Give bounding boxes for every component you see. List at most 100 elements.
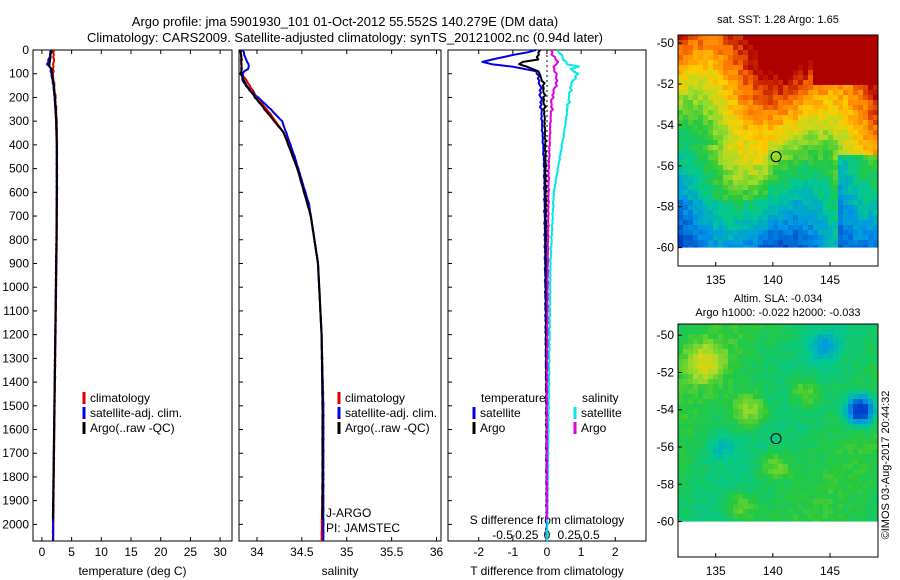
heatmap-cell xyxy=(753,100,758,105)
heatmap-cell xyxy=(858,389,863,394)
heatmap-cell xyxy=(853,75,858,80)
heatmap-cell xyxy=(703,65,708,70)
heatmap-cell xyxy=(678,469,683,474)
heatmap-cell xyxy=(828,509,833,514)
heatmap-cell xyxy=(758,499,763,504)
heatmap-cell xyxy=(733,499,738,504)
heatmap-cell xyxy=(848,200,853,205)
heatmap-cell xyxy=(843,210,848,215)
heatmap-cell xyxy=(813,479,818,484)
heatmap-cell xyxy=(838,469,843,474)
heatmap-cell xyxy=(848,135,853,140)
heatmap-cell xyxy=(873,459,878,464)
heatmap-cell xyxy=(838,45,843,50)
heatmap-cell xyxy=(793,379,798,384)
heatmap-cell xyxy=(853,429,858,434)
heatmap-cell xyxy=(763,394,768,399)
heatmap-cell xyxy=(763,220,768,225)
heatmap-cell xyxy=(713,180,718,185)
heatmap-cell xyxy=(693,489,698,494)
heatmap-cell xyxy=(698,444,703,449)
heatmap-cell xyxy=(753,240,758,245)
heatmap-cell xyxy=(758,165,763,170)
heatmap-cell xyxy=(823,175,828,180)
heatmap-cell xyxy=(723,210,728,215)
heatmap-cell xyxy=(738,369,743,374)
heatmap-cell xyxy=(763,175,768,180)
heatmap-cell xyxy=(773,439,778,444)
heatmap-cell xyxy=(678,85,683,90)
heatmap-cell xyxy=(873,474,878,479)
legend-header-salinity: salinity xyxy=(582,391,619,405)
heatmap-cell xyxy=(738,100,743,105)
heatmap-cell xyxy=(803,324,808,329)
heatmap-cell xyxy=(768,494,773,499)
heatmap-cell xyxy=(743,454,748,459)
heatmap-cell xyxy=(858,165,863,170)
heatmap-cell xyxy=(738,45,743,50)
heatmap-cell xyxy=(848,399,853,404)
heatmap-cell xyxy=(763,334,768,339)
y-tick-label: -50 xyxy=(657,36,675,50)
heatmap-cell xyxy=(788,110,793,115)
heatmap-cell xyxy=(748,240,753,245)
heatmap-cell xyxy=(708,200,713,205)
heatmap-cell xyxy=(843,240,848,245)
heatmap-cell xyxy=(868,100,873,105)
heatmap-cell xyxy=(773,175,778,180)
heatmap-cell xyxy=(703,519,708,522)
heatmap-cell xyxy=(728,210,733,215)
heatmap-cell xyxy=(848,90,853,95)
heatmap-cell xyxy=(783,359,788,364)
heatmap-cell xyxy=(823,100,828,105)
heatmap-cell xyxy=(708,429,713,434)
s-tick-label: 0.5 xyxy=(583,528,600,542)
heatmap-cell xyxy=(703,85,708,90)
heatmap-cell xyxy=(763,519,768,522)
heatmap-cell xyxy=(873,519,878,522)
heatmap-cell xyxy=(818,429,823,434)
heatmap-cell xyxy=(713,70,718,75)
heatmap-cell xyxy=(733,115,738,120)
heatmap-cell xyxy=(803,175,808,180)
temperature-profile-chart: 0 5 10 15 20 25 300100200300400500600700800900… xyxy=(2,43,233,578)
heatmap-cell xyxy=(688,150,693,155)
heatmap-cell xyxy=(683,374,688,379)
heatmap-cell xyxy=(743,65,748,70)
heatmap-cell xyxy=(748,419,753,424)
heatmap-cell xyxy=(753,170,758,175)
heatmap-cell xyxy=(858,40,863,45)
heatmap-cell xyxy=(728,414,733,419)
heatmap-cell xyxy=(683,75,688,80)
heatmap-cell xyxy=(833,509,838,514)
heatmap-cell xyxy=(728,349,733,354)
heatmap-cell xyxy=(783,145,788,150)
heatmap-cell xyxy=(793,55,798,60)
heatmap-cell xyxy=(678,120,683,125)
heatmap-cell xyxy=(863,344,868,349)
heatmap-cell xyxy=(803,115,808,120)
heatmap-cell xyxy=(678,439,683,444)
heatmap-cell xyxy=(838,235,843,240)
heatmap-cell xyxy=(763,474,768,479)
heatmap-cell xyxy=(688,195,693,200)
heatmap-cell xyxy=(693,60,698,65)
heatmap-cell xyxy=(873,394,878,399)
heatmap-cell xyxy=(818,175,823,180)
heatmap-cell xyxy=(783,90,788,95)
heatmap-cell xyxy=(743,354,748,359)
heatmap-cell xyxy=(823,489,828,494)
heatmap-cell xyxy=(823,429,828,434)
heatmap-cell xyxy=(678,200,683,205)
heatmap-cell xyxy=(823,394,828,399)
heatmap-cell xyxy=(838,110,843,115)
heatmap-cell xyxy=(863,125,868,130)
heatmap-cell xyxy=(788,135,793,140)
heatmap-cell xyxy=(733,70,738,75)
heatmap-cell xyxy=(848,220,853,225)
heatmap-cell xyxy=(828,414,833,419)
heatmap-cell xyxy=(823,354,828,359)
heatmap-cell xyxy=(813,464,818,469)
heatmap-cell xyxy=(738,429,743,434)
heatmap-cell xyxy=(768,414,773,419)
